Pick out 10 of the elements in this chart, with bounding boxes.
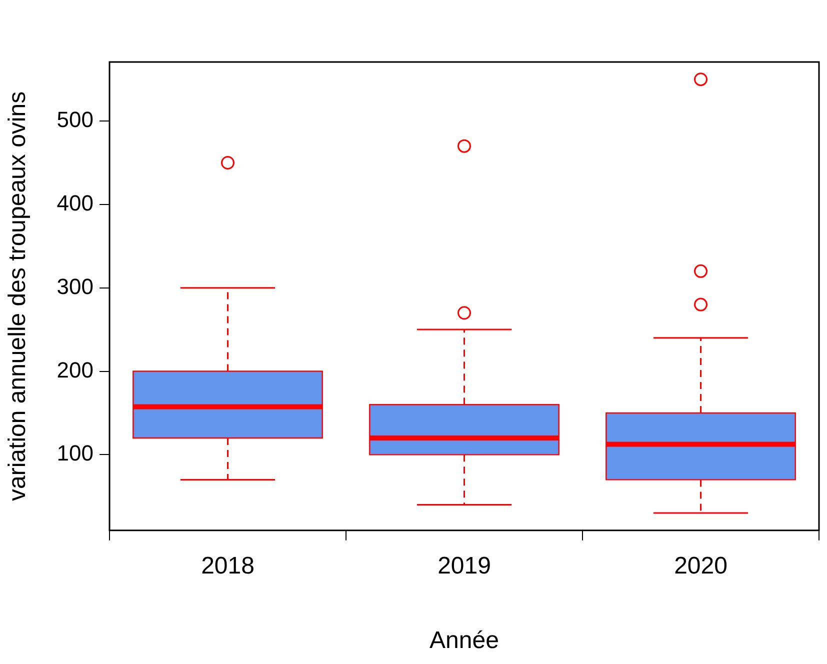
y-tick-label: 100 — [56, 440, 94, 466]
x-tick-label: 2018 — [201, 552, 254, 580]
x-axis-title: Année — [430, 627, 499, 654]
y-axis-title: variation annuelle des troupeaux ovins — [4, 91, 32, 502]
y-tick-label: 200 — [56, 357, 94, 382]
y-tick-label: 400 — [56, 190, 94, 216]
y-tick-label: 300 — [56, 274, 94, 299]
x-tick-label: 2019 — [438, 552, 491, 580]
y-tick-label: 500 — [56, 107, 94, 132]
x-tick-label: 2020 — [674, 552, 728, 580]
